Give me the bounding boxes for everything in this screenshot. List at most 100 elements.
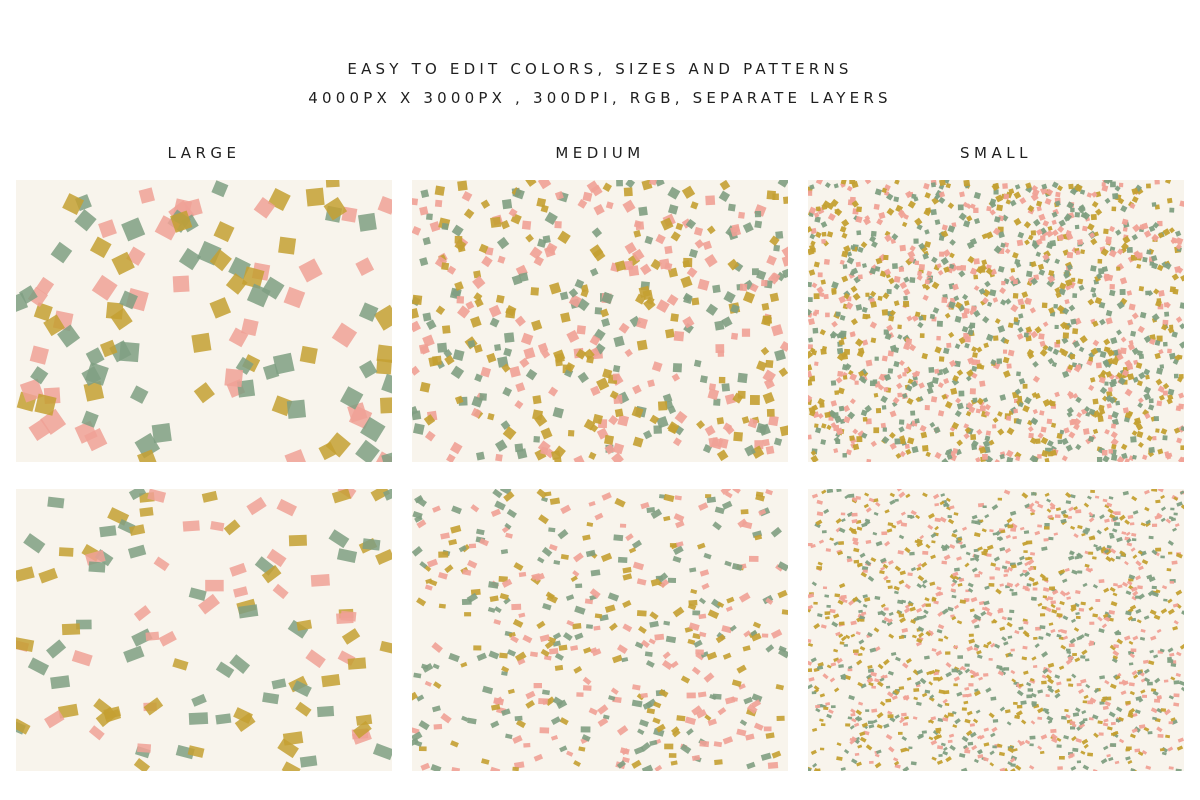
confetti-piece [198, 593, 220, 615]
confetti-piece [440, 532, 450, 540]
confetti-piece [609, 622, 618, 631]
confetti-piece [488, 650, 500, 660]
confetti-piece [737, 518, 748, 528]
confetti-piece [612, 373, 620, 381]
confetti-piece [1049, 586, 1056, 591]
confetti-piece [1093, 543, 1098, 548]
confetti-piece [550, 735, 559, 741]
confetti-piece [975, 709, 981, 714]
confetti-piece [1120, 336, 1127, 343]
confetti-piece [1062, 615, 1069, 621]
confetti-piece [680, 275, 693, 289]
confetti-piece [808, 318, 816, 326]
confetti-piece [846, 555, 852, 560]
confetti-piece [1029, 507, 1036, 514]
confetti-piece [964, 663, 970, 667]
confetti-piece [432, 663, 440, 670]
confetti-piece [434, 199, 443, 208]
confetti-piece [276, 498, 297, 517]
confetti-piece [593, 625, 601, 631]
confetti-piece [34, 393, 57, 416]
confetti-piece [668, 204, 679, 215]
confetti-piece [1157, 733, 1164, 738]
confetti-piece [1050, 733, 1058, 740]
confetti-piece [336, 548, 358, 564]
confetti-piece [613, 534, 624, 542]
confetti-piece [1097, 258, 1103, 264]
confetti-piece [617, 556, 628, 564]
confetti-piece [1115, 400, 1121, 406]
confetti-pattern-small-rectangles [808, 489, 1184, 771]
confetti-piece [859, 552, 866, 558]
confetti-piece [426, 213, 433, 221]
confetti-piece [577, 199, 588, 209]
confetti-piece [1116, 372, 1123, 379]
confetti-piece [650, 258, 662, 271]
confetti-piece [916, 583, 923, 589]
confetti-piece [1053, 532, 1059, 536]
confetti-piece [419, 381, 431, 393]
confetti-piece [1025, 326, 1032, 333]
confetti-piece [719, 180, 731, 191]
confetti-piece [1073, 423, 1080, 431]
confetti-piece [432, 681, 442, 689]
confetti-piece [1120, 205, 1128, 213]
confetti-piece [1046, 498, 1051, 503]
confetti-piece [1035, 228, 1043, 236]
confetti-piece [995, 588, 1002, 595]
confetti-piece [862, 569, 868, 573]
confetti-piece [972, 718, 979, 724]
confetti-piece [57, 324, 81, 348]
confetti-piece [1007, 635, 1013, 639]
confetti-piece [691, 297, 700, 306]
confetti-piece [431, 642, 443, 653]
confetti-piece [1076, 411, 1083, 418]
confetti-piece [1037, 745, 1043, 751]
confetti-piece [1032, 664, 1038, 669]
confetti-piece [941, 297, 948, 304]
confetti-piece [1131, 430, 1138, 437]
confetti-piece [944, 312, 951, 319]
confetti-piece [974, 573, 981, 578]
confetti-piece [929, 421, 936, 428]
confetti-piece [473, 645, 482, 651]
confetti-piece [826, 489, 834, 494]
confetti-piece [904, 716, 909, 720]
confetti-piece [646, 506, 656, 514]
confetti-piece [962, 293, 969, 301]
confetti-piece [934, 219, 941, 225]
confetti-piece [1163, 679, 1169, 683]
confetti-piece [1165, 734, 1171, 739]
confetti-piece [1104, 518, 1110, 523]
confetti-piece [865, 507, 872, 513]
confetti-piece [960, 265, 967, 271]
confetti-piece [903, 343, 911, 351]
confetti-piece [936, 745, 944, 750]
confetti-piece [905, 448, 912, 456]
confetti-piece [1092, 584, 1099, 589]
confetti-piece [1110, 743, 1117, 748]
headline-features: EASY TO EDIT COLORS, SIZES AND PATTERNS [347, 60, 853, 78]
confetti-piece [929, 313, 936, 320]
confetti-piece [1013, 217, 1022, 226]
confetti-piece [713, 398, 721, 406]
confetti-piece [741, 416, 750, 424]
confetti-piece [533, 255, 544, 267]
confetti-piece [1103, 180, 1111, 185]
confetti-piece [725, 605, 733, 612]
confetti-piece [278, 236, 297, 255]
confetti-piece [941, 560, 948, 565]
confetti-piece [1064, 213, 1073, 222]
confetti-piece [686, 267, 698, 278]
confetti-piece [464, 612, 472, 617]
confetti-piece [839, 641, 845, 645]
confetti-piece [824, 594, 830, 598]
confetti-piece [665, 328, 675, 339]
confetti-piece [540, 204, 549, 213]
confetti-piece [966, 710, 973, 716]
confetti-piece [984, 410, 991, 417]
confetti-piece [762, 314, 773, 325]
confetti-piece [889, 344, 898, 352]
confetti-piece [1066, 596, 1072, 600]
confetti-piece [878, 212, 886, 220]
